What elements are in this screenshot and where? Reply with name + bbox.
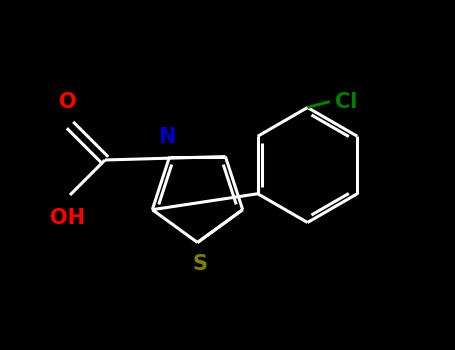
- Text: N: N: [158, 127, 176, 147]
- Text: OH: OH: [50, 208, 85, 228]
- Text: O: O: [59, 92, 76, 112]
- Text: Cl: Cl: [335, 91, 357, 112]
- Text: S: S: [192, 253, 207, 273]
